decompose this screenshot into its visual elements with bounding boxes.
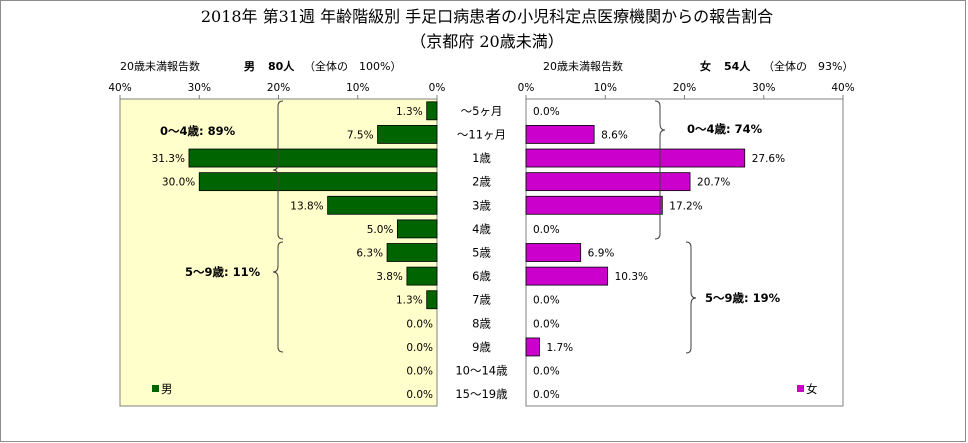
female-bar (525, 337, 540, 357)
female-brace-0-4 (654, 100, 666, 240)
male-brace-5-9 (272, 241, 284, 353)
age-category-label: 6歳 (472, 269, 491, 283)
male-data-label: 1.3% (396, 106, 423, 118)
male-axis-tick-label: 0% (429, 82, 446, 94)
female-data-label: 0.0% (533, 389, 560, 401)
male-data-label: 0.0% (406, 318, 433, 330)
age-category-label: 3歳 (472, 198, 491, 212)
chart-subtitle: （京都府 20歳未満） (410, 32, 563, 51)
age-category-label: 8歳 (472, 316, 491, 330)
female-axis-tick-label: 40% (831, 82, 854, 94)
age-category-label: 7歳 (472, 293, 491, 307)
female-data-label: 1.7% (546, 342, 573, 354)
male-group-5-9-label: 5～9歳: 11% (185, 265, 261, 279)
female-data-label: 0.0% (533, 366, 560, 378)
female-data-label: 0.0% (533, 106, 560, 118)
female-data-labels: 0.0% 8.6% 27.6% 20.7% 17.2% 0.0% 6.9%10.3% 0.0%… (533, 106, 785, 401)
female-header-gender: 女 (700, 59, 711, 73)
age-category-label: 9歳 (472, 340, 491, 354)
age-category-label: 2歳 (472, 175, 491, 189)
female-data-label: 20.7% (697, 177, 730, 189)
female-group-0-4-label: 0～4歳: 74% (687, 122, 763, 136)
female-bar (525, 195, 663, 215)
male-header-share: （全体の 100%） (304, 59, 401, 73)
male-bars (188, 101, 438, 310)
male-data-label: 1.3% (396, 295, 423, 307)
female-bar (525, 266, 609, 286)
male-data-label: 7.5% (347, 129, 374, 141)
female-legend-label: 女 (806, 382, 818, 396)
male-legend-label: 男 (161, 382, 173, 396)
male-header-count: 80人 (268, 59, 295, 73)
female-axis-tick-label: 20% (673, 82, 696, 94)
female-group-5-9-label: 5～9歳: 19% (705, 291, 781, 305)
female-axis-ticks: 0% 10% 20% 30% 40% (518, 82, 855, 99)
male-header-caption: 20歳未満報告数 (120, 60, 200, 73)
female-data-label: 8.6% (601, 129, 628, 141)
male-bar (386, 243, 438, 262)
male-data-label: 6.3% (356, 248, 383, 260)
age-category-label: 1歳 (472, 151, 491, 165)
female-legend-swatch (797, 385, 804, 392)
age-category-label: ～5ヶ月 (461, 104, 503, 118)
male-bar (377, 125, 438, 144)
male-bar (406, 266, 438, 286)
age-category-label: ～11ヶ月 (457, 127, 506, 141)
female-axis-tick-label: 30% (752, 82, 775, 94)
female-data-label: 0.0% (533, 318, 560, 330)
age-category-label: 10～14歳 (455, 364, 508, 378)
male-group-0-4-label: 0～4歳: 89% (160, 124, 236, 138)
age-category-label: 4歳 (472, 222, 491, 236)
male-axis-tick-label: 30% (188, 82, 211, 94)
male-data-label: 0.0% (406, 366, 433, 378)
female-brace-5-9 (685, 241, 697, 354)
male-data-labels: 1.3% 7.5% 31.3% 30.0% 13.8% 5.0% 6.3% 3.8% 1.3% 0… (152, 106, 433, 401)
category-labels: ～5ヶ月 ～11ヶ月 1歳 2歳 3歳 4歳 5歳 6歳 7歳 8歳 9歳 10～14歳 15～19歳 (455, 104, 508, 401)
male-axis-tick-label: 10% (346, 82, 369, 94)
male-brace-0-4 (272, 100, 284, 240)
male-data-label: 30.0% (162, 177, 195, 189)
male-axis-tick-label: 20% (267, 82, 290, 94)
male-data-label: 13.8% (290, 200, 323, 212)
female-bar (525, 125, 595, 144)
age-category-label: 5歳 (472, 246, 491, 260)
male-data-label: 0.0% (406, 389, 433, 401)
female-data-label: 10.3% (615, 271, 648, 283)
chart-title: 2018年 第31週 年齢階級別 手足口病患者の小児科定点医療機関からの報告割合 (201, 7, 773, 26)
male-bar (327, 195, 438, 215)
age-category-label: 15～19歳 (455, 387, 508, 401)
male-data-label: 31.3% (152, 153, 185, 165)
female-data-label: 6.9% (588, 248, 615, 260)
female-data-label: 0.0% (533, 224, 560, 236)
female-axis-tick-label: 10% (594, 82, 617, 94)
female-header-caption: 20歳未満報告数 (543, 60, 623, 73)
male-data-label: 3.8% (376, 271, 403, 283)
male-data-label: 0.0% (406, 342, 433, 354)
male-data-label: 5.0% (367, 224, 394, 236)
male-axis-ticks: 40% 30% 20% 10% 0% (108, 82, 445, 99)
female-data-label: 27.6% (752, 153, 785, 165)
male-bar (188, 148, 438, 168)
male-bar (396, 219, 438, 239)
male-axis-tick-label: 40% (108, 82, 131, 94)
female-bar (525, 172, 691, 192)
female-bar (525, 148, 746, 168)
male-bar (426, 101, 438, 121)
male-bar (426, 290, 438, 310)
female-bar (525, 243, 582, 262)
female-header-count: 54人 (724, 59, 751, 73)
female-axis-tick-label: 0% (518, 82, 535, 94)
male-header-gender: 男 (244, 60, 255, 73)
female-bars (525, 125, 746, 357)
male-bar (198, 172, 438, 192)
female-header-share: （全体の 93%） (763, 59, 853, 73)
female-data-label: 17.2% (669, 200, 702, 212)
female-data-label: 0.0% (533, 295, 560, 307)
male-legend-swatch (152, 385, 159, 392)
